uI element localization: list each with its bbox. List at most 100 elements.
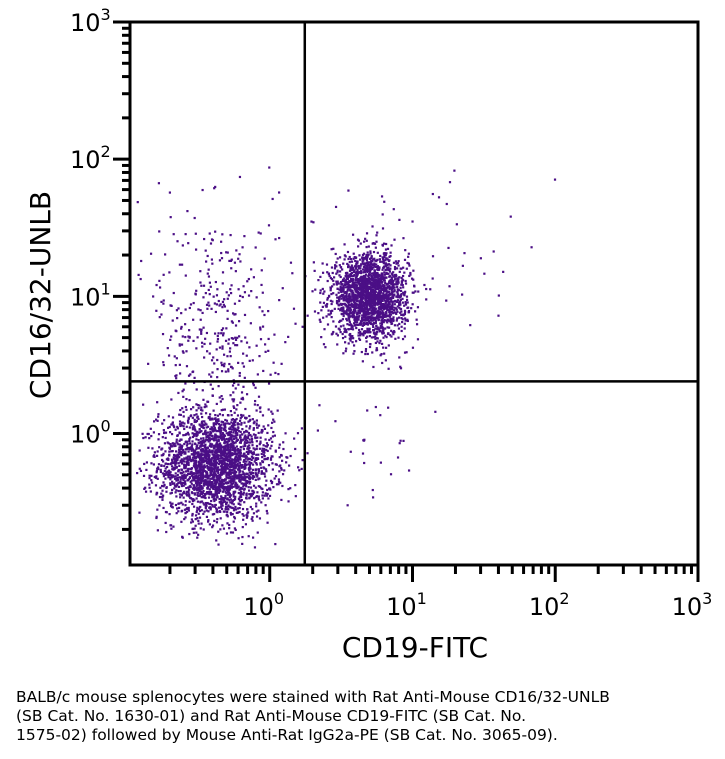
data-point — [266, 431, 269, 435]
data-point — [246, 441, 250, 444]
data-point — [226, 440, 229, 443]
data-point — [211, 513, 214, 516]
data-point — [171, 449, 174, 453]
data-point — [216, 458, 219, 461]
data-point — [162, 481, 165, 484]
data-point — [219, 432, 222, 435]
data-point — [199, 440, 202, 444]
data-point — [225, 432, 228, 435]
data-point — [204, 470, 208, 473]
data-point — [248, 438, 251, 441]
data-point — [392, 312, 395, 315]
data-point — [232, 398, 236, 401]
data-point — [250, 455, 254, 458]
data-point — [329, 276, 332, 280]
data-point — [386, 321, 389, 324]
data-point — [180, 476, 184, 479]
data-point — [251, 508, 254, 511]
data-point — [399, 298, 402, 302]
data-point — [196, 415, 199, 418]
data-point — [381, 317, 384, 320]
data-point — [254, 469, 257, 472]
data-point — [164, 253, 167, 256]
data-point — [204, 429, 207, 432]
data-point — [270, 481, 273, 485]
data-point — [224, 507, 227, 511]
data-point — [320, 309, 323, 312]
data-point — [157, 467, 160, 471]
data-point — [205, 480, 208, 484]
data-point — [371, 289, 375, 292]
data-point — [243, 444, 247, 447]
data-point — [235, 408, 238, 411]
data-point — [334, 265, 337, 268]
data-point — [362, 311, 365, 314]
data-point — [230, 418, 233, 421]
data-point — [192, 453, 195, 457]
data-point — [158, 495, 162, 499]
data-point — [228, 470, 231, 473]
data-point — [206, 458, 209, 461]
data-point — [233, 461, 236, 465]
data-point — [382, 297, 385, 300]
data-point — [169, 524, 172, 527]
data-point — [281, 484, 284, 488]
data-point — [216, 414, 219, 417]
data-point — [175, 489, 178, 492]
data-point — [344, 312, 347, 315]
data-point — [225, 475, 228, 478]
data-point — [252, 447, 255, 450]
data-point — [208, 373, 211, 376]
data-point — [201, 470, 204, 474]
data-point — [329, 312, 333, 315]
data-point — [185, 508, 188, 511]
data-point — [219, 303, 222, 306]
data-point — [263, 313, 266, 317]
data-point — [352, 305, 355, 309]
data-point — [246, 280, 249, 283]
data-point — [224, 451, 227, 454]
data-point — [220, 240, 223, 243]
data-point — [171, 468, 174, 471]
data-point — [345, 295, 348, 299]
data-point — [175, 479, 178, 482]
data-point — [377, 296, 380, 299]
data-point — [352, 313, 355, 316]
data-point — [209, 342, 212, 345]
data-point — [206, 486, 209, 489]
data-point — [201, 468, 205, 472]
data-point — [385, 305, 388, 308]
data-point — [383, 271, 386, 274]
data-point — [176, 477, 179, 480]
data-point — [353, 316, 356, 320]
data-point — [225, 514, 228, 517]
data-point — [192, 487, 195, 490]
data-point — [192, 531, 195, 534]
data-point — [336, 271, 339, 274]
data-point — [374, 265, 378, 268]
data-point — [289, 487, 292, 490]
data-point — [403, 310, 407, 314]
data-point — [231, 422, 234, 425]
data-point — [215, 468, 219, 471]
data-point — [241, 542, 244, 545]
data-point — [208, 436, 211, 439]
data-point — [190, 521, 193, 524]
data-point — [196, 451, 199, 454]
data-point — [257, 453, 260, 456]
data-point — [170, 450, 173, 453]
data-point — [196, 433, 199, 436]
data-point — [144, 436, 147, 439]
data-point — [365, 259, 369, 262]
data-point — [199, 458, 203, 461]
data-point — [297, 466, 300, 469]
data-point — [165, 486, 168, 490]
data-point — [260, 470, 264, 473]
data-point — [155, 475, 158, 478]
data-point — [197, 460, 200, 463]
data-point — [200, 406, 203, 409]
data-point — [169, 501, 172, 504]
data-point — [296, 432, 300, 435]
data-point — [372, 325, 375, 328]
data-point — [142, 403, 145, 406]
